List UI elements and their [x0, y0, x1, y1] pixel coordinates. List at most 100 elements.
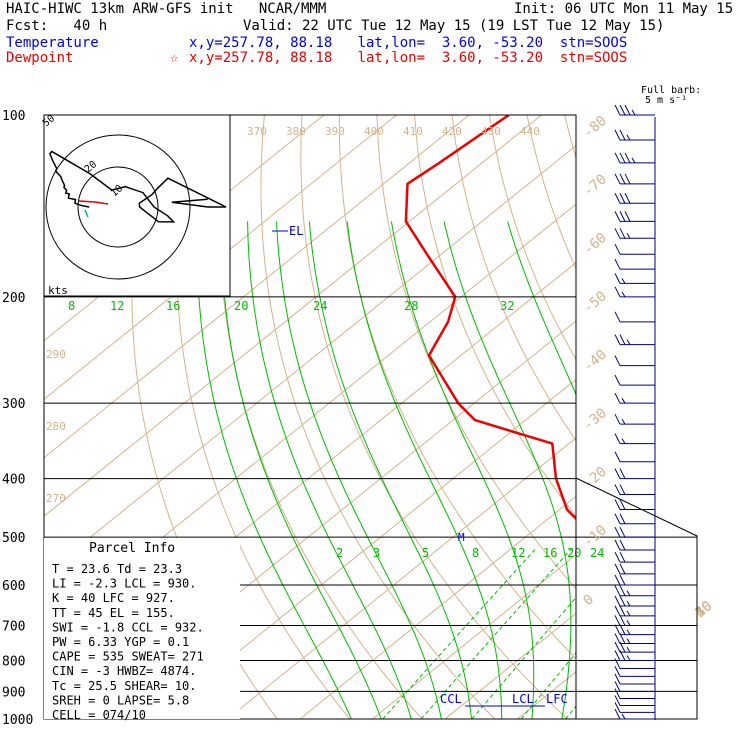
isotherm-label: -60 — [580, 230, 610, 259]
hodograph-units: kts — [48, 284, 68, 297]
pressure-tick-label: 1000 — [2, 713, 33, 728]
theta-label: 430 — [481, 125, 501, 138]
theta-label: 290 — [46, 348, 66, 361]
isotherm-label: -80 — [580, 113, 610, 142]
wind-barb — [614, 211, 655, 222]
theta-label: 420 — [442, 125, 462, 138]
wind-barb — [614, 666, 655, 677]
dry-adiabat — [602, 115, 740, 719]
el-label: EL — [289, 224, 303, 238]
isotherm-label: -40 — [580, 347, 610, 376]
wind-barb — [614, 624, 655, 636]
mixing-ratio-label: 12 — [511, 546, 525, 560]
isotherm-label: -30 — [580, 405, 610, 434]
valid-time: Valid: 22 UTC Tue 12 May 15 (19 LST Tue … — [243, 18, 665, 34]
wind-barb — [614, 484, 655, 496]
isotherm-label: -50 — [580, 288, 610, 317]
moist-adiabat — [705, 221, 740, 731]
wind-barb — [614, 708, 655, 720]
theta-label: 380 — [286, 125, 306, 138]
isotherm-line — [372, 554, 576, 719]
mixing-ratio-line — [565, 705, 576, 719]
init-time: Init: 06 UTC Mon 11 May 15 — [514, 1, 734, 17]
pressure-tick-label: 400 — [2, 473, 25, 488]
lcl-label: LCL — [512, 692, 534, 706]
wind-barb — [614, 574, 655, 586]
isotherm-line — [590, 115, 740, 719]
dewpoint-location-info: x,y=257.78, 88.18 lat,lon= 3.60, -53.20 … — [189, 50, 628, 66]
dry-adiabat — [300, 115, 568, 719]
isotherm-label: 0 — [580, 591, 597, 609]
moist-adiabat — [443, 221, 572, 719]
mixing-ratio-label: 8 — [472, 546, 479, 560]
barb-frame — [575, 477, 698, 720]
wind-barb — [614, 695, 655, 707]
moist-adiabat-label: 24 — [313, 299, 327, 313]
barb-legend-title: Full barb: — [641, 85, 702, 96]
mixing-ratio-line — [520, 652, 576, 719]
ccl-label: CCL — [440, 692, 462, 706]
wind-barb — [614, 650, 655, 661]
isotherm-line — [44, 115, 542, 517]
wind-barb — [614, 499, 655, 511]
parcel-info-row: T = 23.6 Td = 23.3 — [52, 562, 182, 576]
wind-barb — [614, 681, 655, 692]
wind-barb — [614, 551, 655, 563]
wind-barb — [614, 273, 655, 284]
parcel-info-row: SWI = -1.8 CCL = 932. — [52, 620, 204, 634]
wind-barb — [614, 173, 655, 185]
wind-barb — [614, 286, 655, 298]
mixing-ratio-label: 16 — [543, 546, 557, 560]
wind-barb — [614, 104, 655, 116]
mixing-ratio-line — [382, 547, 538, 719]
hodograph-ring — [77, 166, 159, 248]
pressure-tick-label: 900 — [2, 685, 25, 700]
isotherm-line — [154, 378, 576, 719]
pressure-tick-label: 300 — [2, 397, 25, 412]
wind-barb — [614, 585, 655, 597]
m-label: M — [458, 531, 465, 544]
isotherm-line — [663, 115, 740, 719]
wind-barb — [614, 633, 655, 645]
wind-barb — [614, 658, 655, 670]
theta-label: 400 — [364, 125, 384, 138]
moist-adiabat — [247, 221, 412, 719]
dry-adiabat — [376, 115, 576, 590]
moist-adiabat — [308, 221, 473, 719]
theta-label: 270 — [46, 492, 66, 505]
wind-barb — [614, 615, 655, 626]
moist-adiabat-label: 8 — [68, 299, 75, 313]
wind-barb — [614, 129, 655, 141]
pressure-tick-label: 100 — [2, 109, 25, 124]
wind-barb — [614, 563, 655, 575]
moist-adiabat-label: 16 — [166, 299, 180, 313]
wind-barb — [614, 433, 655, 445]
pressure-tick-label: 700 — [2, 619, 25, 634]
temperature-legend-label: Temperature — [6, 35, 99, 51]
wind-barb — [614, 605, 655, 617]
moist-adiabat — [676, 221, 740, 731]
theta-label: 440 — [520, 125, 540, 138]
isotherm-line — [227, 437, 576, 719]
dry-adiabat — [338, 115, 576, 660]
temperature-location-info: x,y=257.78, 88.18 lat,lon= 3.60, -53.20 … — [189, 35, 628, 51]
mixing-ratio-line — [471, 596, 576, 719]
moist-adiabat-label: 20 — [234, 299, 248, 313]
wind-barb — [614, 243, 655, 255]
wind-barb — [614, 673, 655, 685]
dry-adiabat — [414, 115, 576, 518]
mixing-ratio-line — [624, 548, 740, 720]
dry-adiabat — [451, 115, 576, 442]
mixing-ratio-label: 20 — [567, 546, 581, 560]
isotherm-line — [735, 115, 740, 719]
parcel-info-row: CIN = -3 HWBZ= 4874. — [52, 664, 197, 678]
wind-barb — [614, 193, 655, 204]
dry-adiabat — [526, 115, 576, 270]
wind-barb — [614, 258, 655, 270]
wind-barb — [614, 539, 655, 551]
wind-barb — [614, 334, 655, 346]
hodograph-surface-trace — [84, 209, 89, 218]
theta-label: 370 — [247, 125, 267, 138]
mixing-ratio-label: 5 — [422, 546, 429, 560]
pressure-tick-label: 200 — [2, 291, 25, 306]
